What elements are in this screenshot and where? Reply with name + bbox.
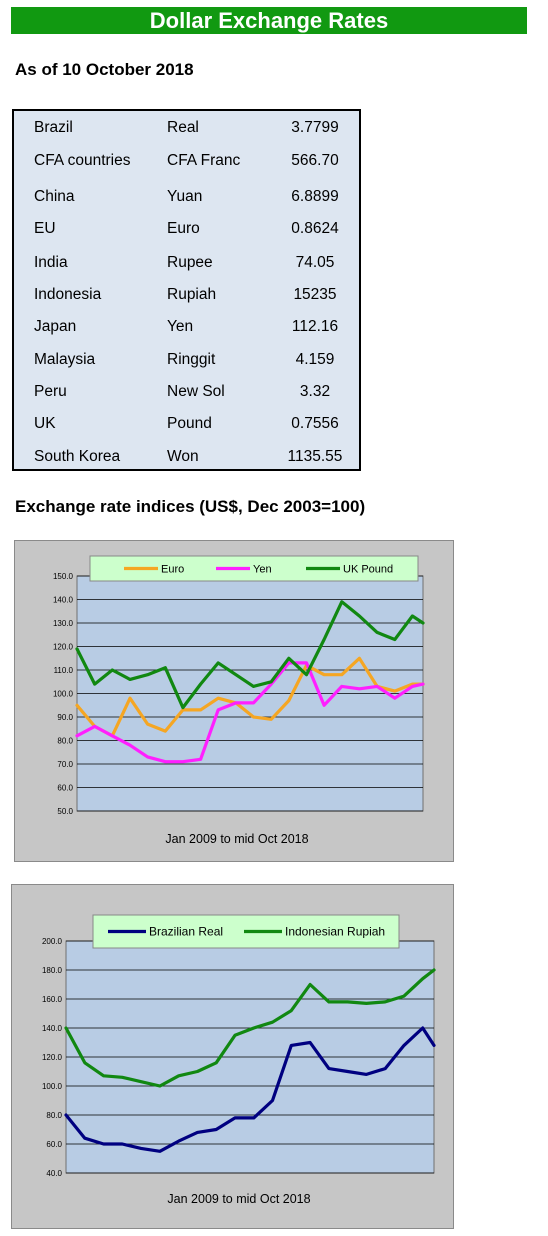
x-axis-label: Jan 2009 to mid Oct 2018 — [165, 832, 308, 846]
x-axis-label: Jan 2009 to mid Oct 2018 — [167, 1192, 310, 1206]
y-tick-label: 150.0 — [53, 572, 74, 581]
y-tick-label: 160.0 — [42, 995, 63, 1004]
legend-label: Euro — [161, 564, 184, 576]
major-currencies-chart: 50.0 60.0 70.0 80.0 90.0 100.0 110.0 120.0 130.0… — [14, 540, 454, 862]
y-tick-label: 140.0 — [53, 596, 74, 605]
rate-currency: Yuan — [167, 188, 203, 205]
rate-country: Indonesia — [34, 286, 102, 303]
y-tick-label: 70.0 — [57, 760, 73, 769]
rate-row: Peru New Sol 3.32 — [14, 383, 359, 403]
rate-currency: Real — [167, 119, 199, 136]
rate-value: 0.8624 — [291, 220, 339, 237]
rate-country: China — [34, 188, 75, 205]
y-tick-label: 60.0 — [46, 1140, 62, 1149]
y-tick-label: 80.0 — [57, 737, 73, 746]
y-tick-label: 120.0 — [42, 1053, 63, 1062]
legend-box — [92, 914, 400, 949]
rate-country: Japan — [34, 318, 77, 335]
page-title: Dollar Exchange Rates — [11, 7, 527, 34]
rate-row: India Rupee 74.05 — [14, 254, 359, 274]
rate-currency: Rupiah — [167, 286, 217, 303]
rate-row: Brazil Real 3.7799 — [14, 119, 359, 139]
rate-value: 566.70 — [291, 152, 339, 169]
rate-value: 112.16 — [291, 318, 339, 335]
legend-label: Brazilian Real — [149, 925, 223, 939]
series-line-euro — [75, 656, 425, 738]
y-tick-label: 200.0 — [42, 937, 63, 946]
rate-country: Malaysia — [34, 351, 96, 368]
major-currencies-chart-svg: 50.0 60.0 70.0 80.0 90.0 100.0 110.0 120.0 130.0… — [53, 555, 425, 846]
rate-row: CFA countries CFA Franc 566.70 — [14, 152, 359, 172]
emerging-currencies-chart-svg: 40.0 60.0 80.0 100.0 120.0 140.0 160.0 180.0 200… — [42, 914, 436, 1206]
legend-label: UK Pound — [343, 564, 393, 576]
as-of-date: As of 10 October 2018 — [15, 60, 194, 79]
y-tick-label: 110.0 — [54, 666, 74, 675]
rate-currency: CFA Franc — [167, 152, 241, 169]
rate-value: 0.7556 — [291, 415, 339, 432]
rate-country: EU — [34, 220, 56, 237]
rate-value: 6.8899 — [291, 188, 339, 205]
y-tick-label: 100.0 — [42, 1082, 63, 1091]
rate-row: EU Euro 0.8624 — [14, 220, 359, 240]
exchange-rates-table: Brazil Real 3.7799 CFA countries CFA Franc 56… — [12, 109, 361, 471]
rate-value: 3.7799 — [291, 119, 339, 136]
rate-row: Indonesia Rupiah 15235 — [14, 286, 359, 306]
rate-row: Malaysia Ringgit 4.159 — [14, 351, 359, 371]
y-tick-label: 180.0 — [42, 966, 63, 975]
indices-heading: Exchange rate indices (US$, Dec 2003=100… — [15, 497, 366, 516]
series-line-brazilian-real — [64, 1026, 436, 1153]
series-line-yen — [75, 661, 425, 764]
y-tick-label: 90.0 — [57, 713, 73, 722]
rate-currency: Ringgit — [167, 351, 216, 368]
rate-currency: Pound — [167, 415, 212, 432]
legend-label: Yen — [253, 564, 272, 576]
y-tick-label: 80.0 — [46, 1111, 62, 1120]
y-tick-label: 50.0 — [57, 807, 73, 816]
rate-row: South Korea Won 1135.55 — [14, 448, 359, 468]
rate-country: Brazil — [34, 119, 73, 136]
rate-country: India — [34, 254, 68, 271]
rate-value: 15235 — [293, 286, 337, 303]
y-tick-label: 140.0 — [42, 1024, 63, 1033]
rate-currency: Euro — [167, 220, 200, 237]
emerging-currencies-chart: 40.0 60.0 80.0 100.0 120.0 140.0 160.0 180.0 200… — [11, 884, 454, 1229]
rate-value: 74.05 — [295, 254, 335, 271]
rate-row: Japan Yen 112.16 — [14, 318, 359, 338]
rate-currency: New Sol — [167, 383, 225, 400]
series-line-indonesian-rupiah — [64, 968, 436, 1088]
rate-row: China Yuan 6.8899 — [14, 188, 359, 208]
y-tick-label: 40.0 — [46, 1169, 62, 1178]
legend-label: Indonesian Rupiah — [285, 925, 385, 939]
y-tick-label: 100.0 — [53, 690, 74, 699]
y-tick-label: 130.0 — [53, 619, 74, 628]
rate-currency: Yen — [167, 318, 194, 335]
rate-country: Peru — [34, 383, 67, 400]
rate-currency: Rupee — [167, 254, 213, 271]
rate-country: South Korea — [34, 448, 121, 465]
rate-country: CFA countries — [34, 152, 131, 169]
rate-value: 4.159 — [295, 351, 335, 368]
rate-row: UK Pound 0.7556 — [14, 415, 359, 435]
rate-country: UK — [34, 415, 56, 432]
rate-value: 1135.55 — [287, 448, 343, 465]
rate-currency: Won — [167, 448, 199, 465]
series-line-uk-pound — [75, 600, 425, 710]
y-tick-label: 120.0 — [53, 643, 74, 652]
y-tick-label: 60.0 — [57, 784, 73, 793]
rate-value: 3.32 — [299, 383, 331, 400]
